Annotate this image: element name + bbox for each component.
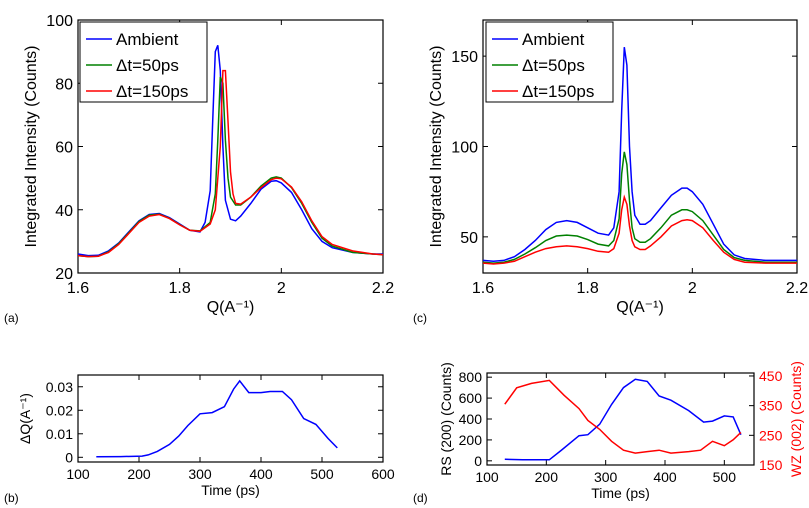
x-tick-label: 200: [535, 469, 559, 485]
legend-entry: Ambient: [116, 30, 179, 49]
x-tick-label: 300: [188, 466, 212, 482]
x-axis-label: Q(A⁻¹): [207, 299, 255, 316]
x-tick-label: 600: [371, 466, 395, 482]
y-tick-label: 200: [459, 432, 483, 448]
x-tick-label: 500: [713, 469, 737, 485]
x-tick-label: 500: [310, 466, 334, 482]
x-tick-label: 2: [688, 280, 697, 297]
y-tick-label: 0.02: [46, 402, 73, 418]
y-tick-label: 0.01: [46, 426, 73, 442]
y-tick-label: 50: [460, 230, 478, 247]
y-axis-label: Integrated Intensity (Counts): [23, 46, 40, 248]
panel-b-plot: 100 200 300 400 500 600 0 0.01 0.02 0.03 Time (ps)…: [17, 374, 395, 498]
x-tick-label: 2.2: [786, 280, 808, 297]
y-tick-label: 100: [46, 13, 73, 30]
y-right-axis-label: WZ (002) (Counts): [788, 361, 804, 477]
panel-label-a: (a): [4, 311, 19, 325]
panel-label-d: (d): [413, 491, 428, 505]
plot-frame: [486, 372, 755, 466]
panel-c-plot: 1.6 1.8 2 2.2 50 100 150 Q(A⁻¹) Integrated Inten…: [428, 19, 808, 316]
y-tick-label: 800: [459, 369, 483, 385]
x-tick-label: 200: [127, 466, 151, 482]
x-tick-label: 100: [66, 466, 90, 482]
y-tick-label: 150: [451, 49, 478, 66]
x-tick-label: 1.6: [472, 280, 494, 297]
legend-box: [485, 21, 614, 103]
x-axis-label: Time (ps): [591, 485, 650, 501]
x-tick-label: 300: [594, 469, 618, 485]
x-tick-label: 2: [277, 280, 286, 297]
x-tick-label: 100: [475, 469, 499, 485]
panel-label-b: (b): [4, 491, 19, 505]
plot-frame: [77, 374, 384, 463]
x-axis-label: Time (ps): [201, 482, 260, 498]
series-line-0: [504, 378, 742, 461]
series-line-2: [77, 69, 384, 258]
x-tick-label: 1.8: [577, 280, 599, 297]
legend-entry: Δt=150ps: [522, 82, 594, 101]
y-right-tick-label: 250: [759, 427, 783, 443]
y-right-tick-label: 450: [759, 368, 783, 384]
x-axis-label: Q(A⁻¹): [616, 299, 664, 316]
y-tick-label: 600: [459, 390, 483, 406]
y-axis-label: Integrated Intensity (Counts): [428, 46, 445, 248]
x-tick-label: 400: [249, 466, 273, 482]
y-tick-label: 60: [55, 140, 73, 157]
x-tick-label: 1.8: [169, 280, 191, 297]
legend-box: [79, 21, 208, 103]
y-tick-label: 0.03: [46, 379, 73, 395]
y-tick-label: 100: [451, 140, 478, 157]
y-tick-label: 20: [55, 266, 73, 283]
y-tick-label: 80: [55, 76, 73, 93]
legend-entry: Δt=50ps: [522, 56, 585, 75]
y-axis-label: ΔQ(A⁻¹): [17, 393, 33, 444]
legend-entry: Δt=50ps: [116, 56, 179, 75]
x-tick-label: 1.6: [67, 280, 89, 297]
panel-d-plot: 100 200 300 400 500 0 200 400 600 800 Time (ps) RS …: [438, 361, 804, 501]
x-tick-label: 400: [653, 469, 677, 485]
y-right-tick-label: 350: [759, 398, 783, 414]
panel-a-plot: 1.6 1.8 2 2.2 20 40 60 80 100 Q(A⁻¹) Integrated In…: [23, 13, 394, 316]
y-right-tick-label: 150: [759, 457, 783, 473]
y-axis-label: RS (200) (Counts): [438, 362, 454, 476]
series-line-0: [96, 379, 338, 458]
y-tick-label: 400: [459, 411, 483, 427]
x-tick-label: 2.2: [372, 280, 394, 297]
series-line-1: [504, 379, 742, 454]
legend-entry: Ambient: [522, 30, 585, 49]
y-tick-label: 0: [474, 453, 482, 469]
legend-entry: Δt=150ps: [116, 82, 188, 101]
y-tick-label: 40: [55, 203, 73, 220]
panel-label-c: (c): [413, 311, 427, 325]
series-line-0: [482, 46, 797, 263]
y-tick-label: 0: [65, 449, 73, 465]
series-line-1: [482, 151, 797, 264]
series-line-2: [482, 194, 797, 265]
